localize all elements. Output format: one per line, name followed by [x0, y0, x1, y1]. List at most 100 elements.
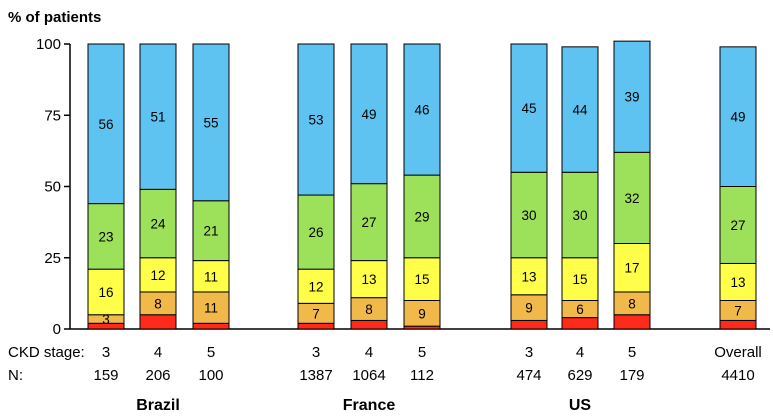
n-row-header: N: [8, 367, 23, 384]
data-label: 11 [204, 269, 218, 284]
x-category-labels: CKD stage: N: 3 159 4 206 5 100 Brazil 3 1387 4 1064… [8, 344, 762, 414]
n-label: 159 [93, 367, 118, 384]
stage-label: 3 [312, 344, 320, 361]
data-label: 30 [521, 208, 536, 223]
bar-segment [139, 257, 177, 293]
y-tick-label: 0 [53, 321, 61, 338]
bar-segment [403, 300, 441, 327]
country-label: US [569, 397, 592, 414]
data-label: 49 [730, 110, 745, 125]
n-label: 1387 [299, 367, 332, 384]
data-label: 8 [154, 296, 162, 311]
bar-segment [613, 151, 651, 244]
n-label: 206 [145, 367, 170, 384]
data-label: 29 [414, 209, 429, 224]
data-label: 44 [572, 103, 588, 118]
y-tick-label: 50 [44, 179, 61, 196]
data-label: 7 [312, 306, 320, 321]
bar-segment [87, 43, 125, 205]
data-label: 8 [628, 296, 636, 311]
n-label: 474 [516, 367, 541, 384]
data-label: 39 [624, 90, 639, 105]
ckd-stage-row-header: CKD stage: [8, 344, 85, 361]
bar-segment [561, 171, 599, 259]
country-label: France [343, 397, 396, 414]
bar-segment [192, 291, 230, 324]
y-axis-title: % of patients [8, 9, 101, 26]
stage-label: 3 [525, 344, 533, 361]
bar-segment [192, 200, 230, 262]
stage-label: 5 [207, 344, 215, 361]
data-label: 13 [730, 275, 745, 290]
data-label: 46 [414, 103, 429, 118]
data-label: 8 [365, 302, 373, 317]
bar-segment [613, 40, 651, 153]
bar-segment [719, 262, 757, 302]
data-label: 15 [572, 272, 587, 287]
bar-segment [297, 194, 335, 270]
data-labels-layer: 3 16 23 56 8 12 24 51 11 11 21 55 7 12 26 53 8 13 27 49 9 15 2… [98, 90, 745, 327]
n-label: 100 [198, 367, 223, 384]
data-label: 16 [98, 285, 113, 300]
n-label: 4410 [721, 367, 754, 384]
bar-segment [297, 322, 335, 330]
data-label: 26 [308, 225, 323, 240]
data-label: 30 [572, 208, 587, 223]
bar-segment [87, 203, 125, 270]
data-label: 21 [203, 224, 218, 239]
stage-label: 4 [154, 344, 162, 361]
stage-label: 5 [628, 344, 636, 361]
n-label: 179 [619, 367, 644, 384]
bar-segment [510, 319, 548, 330]
bar-segment [139, 43, 177, 190]
stage-label: Overall [714, 344, 762, 361]
y-axis: 0 25 50 75 100 [36, 36, 770, 338]
data-label: 15 [414, 272, 429, 287]
data-label: 45 [521, 101, 536, 116]
bar-segment [719, 319, 757, 330]
data-label: 56 [98, 117, 113, 132]
bar-segment [192, 260, 230, 293]
stage-label: 5 [418, 344, 426, 361]
stage-label: 4 [576, 344, 584, 361]
bar-segment [403, 43, 441, 176]
data-label: 53 [308, 113, 323, 128]
data-label: 32 [624, 191, 639, 206]
data-label: 55 [203, 115, 218, 130]
data-label: 13 [521, 269, 536, 284]
bar-segment [350, 43, 388, 185]
data-label: 23 [98, 229, 113, 244]
data-label: 6 [576, 302, 584, 317]
data-label: 49 [361, 107, 376, 122]
bar-segment [192, 43, 230, 202]
bar-segment [87, 268, 125, 316]
bar-segment [561, 317, 599, 330]
bar-segment [510, 171, 548, 259]
data-label: 9 [418, 306, 426, 321]
data-label: 17 [624, 261, 639, 276]
n-label: 112 [410, 367, 434, 384]
data-label: 11 [204, 301, 218, 316]
data-label: 12 [308, 279, 323, 294]
bar-segment [510, 294, 548, 321]
bar-segment [561, 46, 599, 173]
bar-segment [719, 186, 757, 264]
stage-label: 3 [102, 344, 110, 361]
data-label: 9 [525, 301, 533, 316]
y-tick-label: 100 [36, 36, 61, 53]
bar-segment [297, 43, 335, 196]
data-label: 13 [361, 272, 376, 287]
stage-label: 4 [365, 344, 373, 361]
bar-segment [350, 319, 388, 330]
bar-segment [350, 260, 388, 299]
data-label: 24 [150, 217, 166, 232]
data-label: 27 [730, 218, 745, 233]
bar-segment [350, 183, 388, 262]
country-label: Brazil [136, 397, 180, 414]
bar-segment [719, 46, 757, 187]
bars-layer [87, 40, 757, 330]
data-label: 12 [150, 268, 165, 283]
data-label: 51 [150, 110, 165, 125]
n-label: 629 [567, 367, 592, 384]
